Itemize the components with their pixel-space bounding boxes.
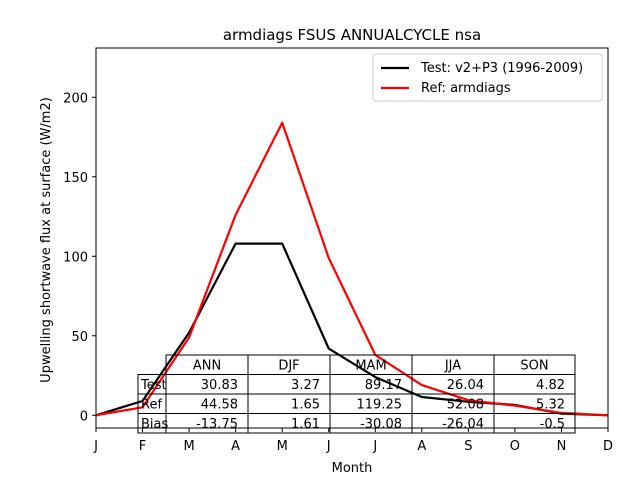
- legend-label-test: Test: v2+P3 (1996-2009): [420, 61, 583, 76]
- table-header-label: ANN: [193, 359, 221, 374]
- y-tick-label: 100: [63, 250, 88, 265]
- table-cell-value: 26.04: [447, 378, 484, 393]
- y-tick-label: 0: [80, 409, 88, 424]
- table-row-label: Test: [140, 378, 167, 393]
- y-tick-label: 200: [63, 91, 88, 106]
- x-tick-label: F: [139, 439, 146, 454]
- chart-title: armdiags FSUS ANNUALCYCLE nsa: [223, 26, 481, 44]
- table-cell-value: 44.58: [201, 398, 238, 413]
- table-header-label: DJF: [278, 359, 299, 374]
- legend-box: [372, 53, 603, 102]
- x-tick-label: N: [557, 439, 567, 454]
- x-tick-label: M: [277, 439, 288, 454]
- x-tick-label: D: [603, 439, 613, 454]
- y-tick-label: 150: [63, 171, 88, 186]
- table-row-label: Bias: [141, 417, 168, 432]
- series-lines: [95, 121, 609, 417]
- table-cell-value: 4.82: [536, 378, 565, 393]
- table-cell: [493, 413, 576, 434]
- table-cell-value: 89.17: [365, 378, 402, 393]
- table-cell-value: -26.04: [442, 417, 484, 432]
- stats-table: ANN DJF MAM JJA SON Test 30.83 3.27 89.17 26.04 4.…: [137, 354, 576, 434]
- x-tick-label: J: [93, 439, 98, 454]
- table-row-label: Ref: [141, 398, 162, 413]
- series-line-ref: [95, 121, 609, 417]
- table-header-label: JJA: [444, 359, 461, 374]
- table-cell-value: 52.08: [447, 398, 484, 413]
- y-tick-label: 50: [71, 330, 88, 345]
- table-cell-value: 5.32: [536, 398, 565, 413]
- x-tick-label: O: [510, 439, 520, 454]
- x-tick-label: A: [231, 439, 240, 454]
- table-cell-value: 119.25: [357, 398, 403, 413]
- table-header-label: SON: [520, 359, 548, 374]
- table-cell-value: -30.08: [360, 417, 402, 432]
- table-header-label: MAM: [355, 359, 386, 374]
- table-cell-value: 30.83: [201, 378, 238, 393]
- x-tick-label: A: [417, 439, 426, 454]
- table-cell-value: 1.65: [291, 398, 320, 413]
- axes-frame: [95, 47, 609, 429]
- x-tick-label: M: [183, 439, 194, 454]
- x-tick-label: J: [326, 439, 331, 454]
- plot-area: [96, 48, 608, 428]
- x-tick-label: S: [464, 439, 472, 454]
- x-tick-label: J: [372, 439, 377, 454]
- x-axis-label: Month: [332, 461, 373, 476]
- table-cell-value: 3.27: [291, 378, 320, 393]
- y-axis-label: Upwelling shortwave flux at surface (W/m…: [39, 97, 54, 383]
- legend-label-ref: Ref: armdiags: [421, 81, 511, 96]
- y-axis-ticks: 0 50 100 150 200: [63, 91, 96, 424]
- legend: Test: v2+P3 (1996-2009) Ref: armdiags: [372, 53, 603, 102]
- table-cell-value: -13.75: [196, 417, 238, 432]
- table-cell-value: 1.61: [291, 417, 320, 432]
